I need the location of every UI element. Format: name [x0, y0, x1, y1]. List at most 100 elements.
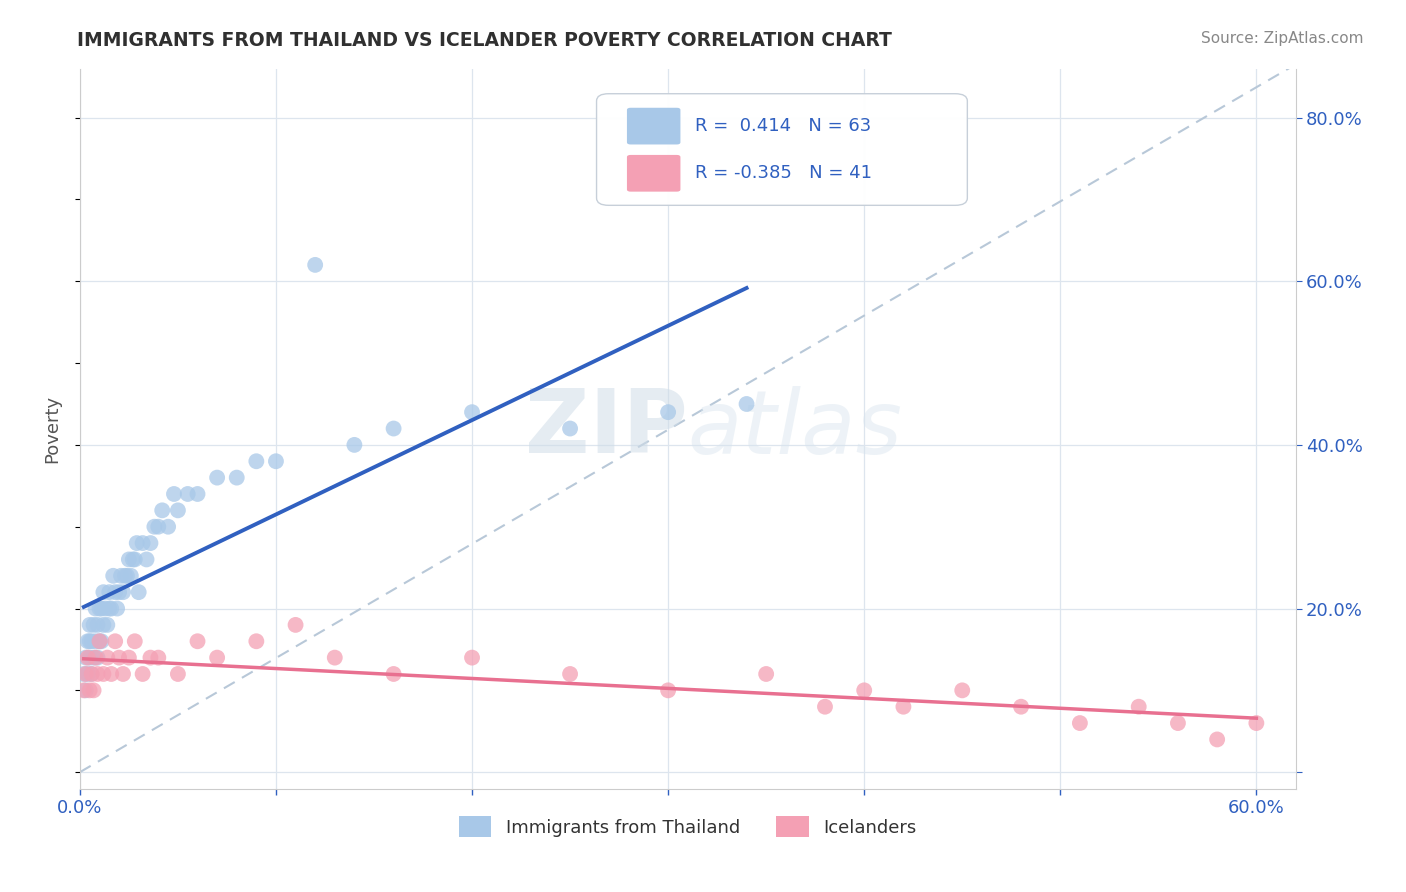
- Point: [284, 618, 307, 632]
- Point: [461, 650, 484, 665]
- Point: [79, 618, 101, 632]
- Point: [131, 536, 153, 550]
- Point: [125, 536, 148, 550]
- Point: [205, 470, 228, 484]
- Text: R = -0.385   N = 41: R = -0.385 N = 41: [695, 164, 872, 182]
- Point: [163, 487, 186, 501]
- Point: [76, 650, 98, 665]
- Point: [93, 667, 115, 681]
- Point: [245, 454, 267, 468]
- Text: IMMIGRANTS FROM THAILAND VS ICELANDER POVERTY CORRELATION CHART: IMMIGRANTS FROM THAILAND VS ICELANDER PO…: [77, 31, 893, 50]
- Point: [128, 585, 150, 599]
- Point: [79, 683, 101, 698]
- Point: [148, 650, 170, 665]
- Point: [90, 601, 112, 615]
- Point: [98, 585, 121, 599]
- Point: [814, 699, 837, 714]
- Point: [89, 634, 111, 648]
- Point: [735, 397, 758, 411]
- Text: ZIP: ZIP: [524, 385, 688, 472]
- Point: [1167, 716, 1189, 731]
- Point: [111, 585, 134, 599]
- Point: [167, 503, 190, 517]
- Point: [657, 683, 679, 698]
- Point: [139, 650, 162, 665]
- Point: [1246, 716, 1268, 731]
- Point: [93, 585, 115, 599]
- Point: [150, 503, 173, 517]
- Point: [853, 683, 876, 698]
- Point: [225, 470, 247, 484]
- Point: [83, 683, 105, 698]
- Text: atlas: atlas: [688, 385, 903, 472]
- Point: [121, 552, 143, 566]
- Point: [75, 650, 97, 665]
- Point: [86, 667, 108, 681]
- Point: [80, 634, 103, 648]
- Point: [98, 601, 121, 615]
- Point: [84, 634, 107, 648]
- Point: [114, 569, 136, 583]
- Point: [96, 618, 118, 632]
- Point: [96, 650, 118, 665]
- Point: [110, 569, 132, 583]
- Point: [131, 667, 153, 681]
- Point: [104, 634, 127, 648]
- Point: [205, 650, 228, 665]
- Point: [115, 569, 138, 583]
- Point: [323, 650, 346, 665]
- Point: [80, 667, 103, 681]
- Point: [79, 650, 101, 665]
- Point: [120, 569, 142, 583]
- Point: [83, 650, 105, 665]
- Point: [83, 618, 105, 632]
- Point: [1069, 716, 1091, 731]
- Point: [167, 667, 190, 681]
- Point: [76, 634, 98, 648]
- Point: [79, 634, 101, 648]
- Point: [382, 421, 405, 435]
- FancyBboxPatch shape: [627, 155, 681, 192]
- Point: [558, 667, 581, 681]
- Point: [157, 519, 180, 533]
- Point: [89, 601, 111, 615]
- Point: [86, 618, 108, 632]
- FancyBboxPatch shape: [627, 108, 681, 145]
- Point: [93, 618, 115, 632]
- Text: R =  0.414   N = 63: R = 0.414 N = 63: [695, 117, 872, 135]
- Point: [124, 634, 146, 648]
- Point: [245, 634, 267, 648]
- Point: [84, 650, 107, 665]
- Y-axis label: Poverty: Poverty: [44, 394, 60, 463]
- Point: [75, 667, 97, 681]
- FancyBboxPatch shape: [596, 94, 967, 205]
- Point: [264, 454, 287, 468]
- Point: [186, 634, 208, 648]
- Point: [103, 569, 125, 583]
- Point: [75, 683, 97, 698]
- Point: [111, 667, 134, 681]
- Point: [94, 601, 117, 615]
- Point: [118, 552, 141, 566]
- Point: [80, 667, 103, 681]
- Point: [89, 634, 111, 648]
- Point: [73, 667, 96, 681]
- Point: [105, 601, 128, 615]
- Point: [1206, 732, 1229, 747]
- Point: [657, 405, 679, 419]
- Point: [148, 519, 170, 533]
- Point: [755, 667, 778, 681]
- Point: [86, 650, 108, 665]
- Point: [950, 683, 973, 698]
- Point: [100, 601, 122, 615]
- Point: [1128, 699, 1150, 714]
- Point: [76, 667, 98, 681]
- Point: [382, 667, 405, 681]
- Point: [143, 519, 166, 533]
- Text: Source: ZipAtlas.com: Source: ZipAtlas.com: [1201, 31, 1364, 46]
- Point: [100, 667, 122, 681]
- Point: [118, 650, 141, 665]
- Point: [84, 601, 107, 615]
- Point: [124, 552, 146, 566]
- Point: [1010, 699, 1032, 714]
